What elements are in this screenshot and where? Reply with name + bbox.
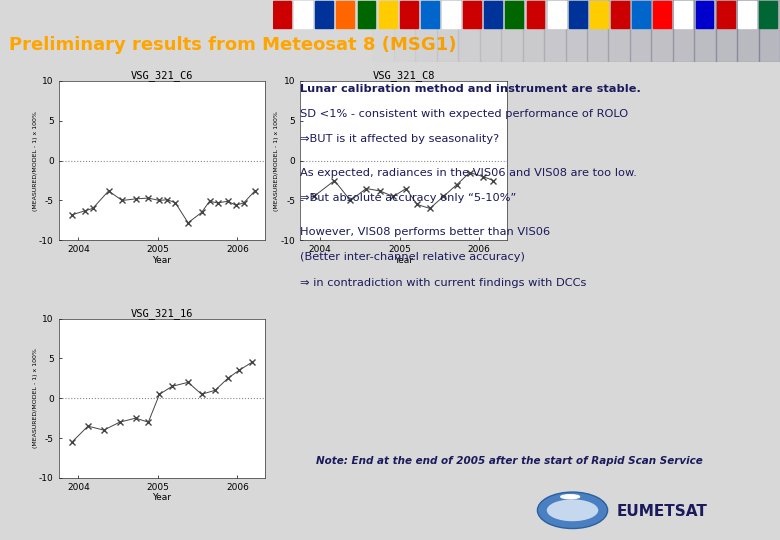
Bar	[415, 0, 437, 62]
Text: EUMETSAT: EUMETSAT	[617, 504, 708, 519]
Text: As expected, radiances in the VIS06 and VIS08 are too low.: As expected, radiances in the VIS06 and …	[300, 168, 637, 178]
Y-axis label: (MEASURED/MODEL - 1) x 100%: (MEASURED/MODEL - 1) x 100%	[275, 111, 279, 211]
Bar	[336, 2, 354, 28]
Bar	[694, 0, 716, 62]
Bar	[523, 0, 544, 62]
Circle shape	[561, 495, 580, 498]
Bar	[569, 2, 587, 28]
Bar	[505, 2, 523, 28]
Bar	[357, 2, 375, 28]
Bar	[717, 2, 735, 28]
Text: ⇒ in contradiction with current findings with DCCs: ⇒ in contradiction with current findings…	[300, 278, 587, 288]
Bar	[463, 2, 481, 28]
Bar	[421, 2, 439, 28]
X-axis label: Year: Year	[394, 255, 413, 265]
Bar	[632, 2, 650, 28]
Bar	[315, 2, 333, 28]
Bar	[373, 0, 394, 62]
Y-axis label: (MEASURED/MODEL - 1) x 100%: (MEASURED/MODEL - 1) x 100%	[33, 348, 37, 448]
Bar	[544, 0, 566, 62]
Bar	[459, 0, 480, 62]
Bar	[738, 2, 756, 28]
X-axis label: Year: Year	[152, 493, 172, 502]
Bar	[480, 0, 501, 62]
Text: SD <1% - consistent with expected performance of ROLO: SD <1% - consistent with expected perfor…	[300, 109, 629, 119]
Bar	[351, 0, 373, 62]
Text: Lunar calibration method and instrument are stable.: Lunar calibration method and instrument …	[300, 84, 641, 94]
Bar	[758, 0, 780, 62]
Bar	[294, 2, 312, 28]
Bar	[608, 0, 630, 62]
Bar	[378, 2, 396, 28]
Bar	[590, 2, 608, 28]
Bar	[611, 2, 629, 28]
Title: VSG_321_C6: VSG_321_C6	[130, 70, 193, 81]
Bar	[394, 0, 415, 62]
Bar	[696, 2, 714, 28]
Ellipse shape	[537, 492, 608, 529]
Text: Preliminary results from Meteosat 8 (MSG1): Preliminary results from Meteosat 8 (MSG…	[9, 36, 457, 53]
Bar	[651, 0, 672, 62]
Bar	[759, 2, 777, 28]
Title: VSG_321_16: VSG_321_16	[130, 308, 193, 319]
Bar	[437, 0, 459, 62]
Bar	[716, 0, 737, 62]
Bar	[675, 2, 693, 28]
Text: ⇒But absolute accuracy only “5-10%”: ⇒But absolute accuracy only “5-10%”	[300, 193, 516, 204]
Bar	[672, 0, 694, 62]
Bar	[273, 2, 291, 28]
Text: (Better inter-channel relative accuracy): (Better inter-channel relative accuracy)	[300, 252, 525, 262]
Bar	[587, 0, 608, 62]
Bar	[442, 2, 460, 28]
Bar	[654, 2, 672, 28]
Text: Note: End at the end of 2005 after the start of Rapid Scan Service: Note: End at the end of 2005 after the s…	[316, 456, 703, 467]
Bar	[484, 2, 502, 28]
Bar	[548, 2, 566, 28]
Title: VSG_321_C8: VSG_321_C8	[372, 70, 435, 81]
Bar	[399, 2, 418, 28]
Bar	[501, 0, 523, 62]
Y-axis label: (MEASURED/MODEL - 1) x 100%: (MEASURED/MODEL - 1) x 100%	[33, 111, 37, 211]
Ellipse shape	[547, 500, 598, 521]
Bar	[566, 0, 587, 62]
Bar	[526, 2, 544, 28]
Text: ⇒BUT is it affected by seasonality?: ⇒BUT is it affected by seasonality?	[300, 134, 499, 145]
X-axis label: Year: Year	[152, 255, 172, 265]
Bar	[737, 0, 758, 62]
Text: However, VIS08 performs better than VIS06: However, VIS08 performs better than VIS0…	[300, 227, 551, 237]
Bar	[630, 0, 651, 62]
